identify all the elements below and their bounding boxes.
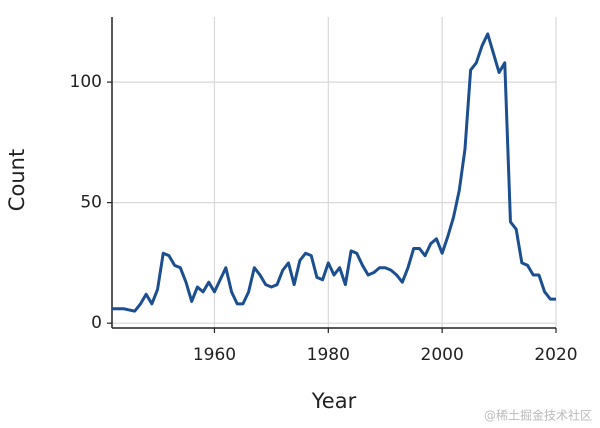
line <box>112 32 556 313</box>
watermark: @稀土掘金技术社区 <box>484 408 592 423</box>
x-tick-label: 1960 <box>193 345 236 365</box>
x-tick-label: 2020 <box>534 345 577 365</box>
x-tick-label: 1980 <box>307 345 350 365</box>
x-axis-label: Year <box>311 389 357 413</box>
y-tick-label: 100 <box>70 72 102 92</box>
y-axis-label: Count <box>5 149 29 211</box>
x-tick-label: 2000 <box>421 345 464 365</box>
y-tick-label: 0 <box>91 313 102 333</box>
y-tick-label: 50 <box>80 193 102 213</box>
